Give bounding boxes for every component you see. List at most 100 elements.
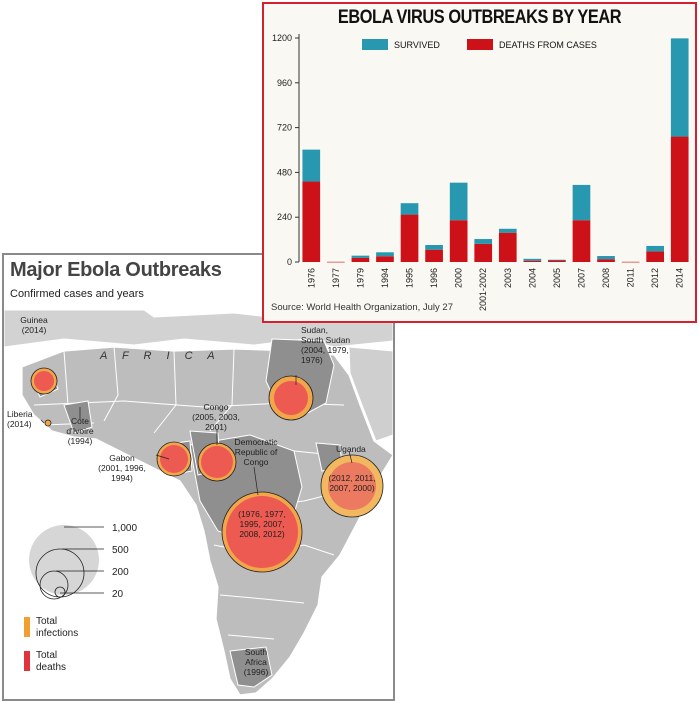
outbreak-label-congo: Congo	[203, 402, 228, 412]
y-tick-label: 480	[277, 167, 292, 177]
bar-deaths-2011	[621, 261, 640, 263]
x-tick-label: 2007	[576, 268, 586, 288]
x-tick-label: 2014	[675, 268, 685, 288]
outbreak-label-cote: (1994)	[68, 436, 93, 446]
size-legend-label: 500	[112, 545, 129, 556]
outbreak-label-drc-years: (1976, 1977,	[238, 509, 286, 519]
bar-deaths-1995	[400, 214, 419, 262]
outbreak-labels: Guinea(2014)Liberia(2014) Coted'Ivoire(19…	[7, 315, 376, 677]
outbreak-label-guinea: Guinea	[20, 315, 48, 325]
bar-chart: SURVIVED DEATHS FROM CASES 0 240 480 720 960 1…	[272, 33, 689, 311]
bar-survived-2014	[670, 38, 689, 137]
bar-deaths-1977	[327, 261, 345, 263]
outbreak-label-sudan: 1976)	[301, 355, 323, 365]
bars	[302, 38, 689, 263]
bar-survived-1994	[376, 252, 394, 257]
legend-label-survived: SURVIVED	[394, 40, 440, 50]
outbreak-label-cote: Cote	[71, 416, 89, 426]
outbreak-label-gabon: 1994)	[111, 473, 133, 483]
bar-survived-2003	[498, 228, 517, 233]
x-tick-label: 1996	[429, 268, 439, 288]
outbreak-label-liberia: Liberia	[7, 409, 33, 419]
bar-deaths-2012	[646, 251, 664, 262]
bubble-gabon	[156, 441, 192, 477]
outbreak-label-uganda-years: (2012, 2011,	[328, 473, 375, 483]
x-tick-label: 1994	[380, 268, 390, 288]
outbreak-label-gabon: Gabon	[109, 453, 135, 463]
y-tick-label: 720	[277, 123, 292, 133]
bar-survived-2000	[449, 182, 468, 221]
bar-survived-2008	[597, 256, 615, 260]
bar-deaths-2008	[597, 259, 615, 262]
y-axis: 0 240 480 720 960 1200	[272, 33, 300, 267]
x-tick-label: 2004	[527, 268, 537, 288]
bar-deaths-2014	[670, 136, 689, 262]
legend-label: infections	[36, 628, 78, 639]
x-tick-label: 1995	[405, 268, 415, 288]
map-panel: A F R I C A Guinea (2014) Liberia (2014) Cot…	[2, 253, 395, 701]
legend-swatch-infections	[24, 617, 30, 637]
outbreak-label-sudan: Sudan,	[301, 325, 328, 335]
y-tick-label: 240	[277, 212, 292, 222]
chart-title: EBOLA VIRUS OUTBREAKS BY YEAR	[337, 7, 622, 28]
map-subtitle: Confirmed cases and years	[10, 288, 144, 300]
bar-deaths-2000	[449, 220, 468, 262]
outbreak-label-drc-years: 2008, 2012)	[239, 529, 285, 539]
bubble-guinea	[30, 367, 58, 395]
legend-swatch-survived	[362, 39, 388, 50]
bar-survived-1995	[400, 203, 419, 215]
bar-survived-1996	[425, 245, 443, 250]
outbreak-label-liberia: (2014)	[7, 419, 32, 429]
outbreak-label-cote: d'Ivoire	[66, 426, 93, 436]
legend-label-deaths: DEATHS FROM CASES	[499, 40, 597, 50]
x-tick-label: 1979	[355, 268, 365, 288]
chart-panel: SURVIVED DEATHS FROM CASES 0 240 480 720 960 1…	[262, 2, 697, 323]
bar-survived-2012	[646, 245, 664, 252]
map-title: Major Ebola Outbreaks	[10, 259, 222, 281]
bar-survived-2001-2002	[474, 239, 493, 244]
outbreak-label-drc: Democratic	[235, 437, 279, 447]
outbreak-label-drc: Republic of	[235, 447, 278, 457]
size-legend-label: 200	[112, 567, 129, 578]
size-legend-label: 1,000	[112, 523, 137, 534]
x-tick-label: 2000	[454, 268, 464, 288]
legend-label: deaths	[36, 662, 66, 673]
outbreak-label-guinea: (2014)	[22, 325, 47, 335]
y-tick-label: 0	[287, 257, 292, 267]
y-tick-label: 1200	[272, 33, 292, 43]
x-axis-labels: 1976 1977 1979 1994 1995 1996 2000 2001-2002 200…	[306, 268, 684, 311]
x-tick-label: 2012	[650, 268, 660, 288]
legend-swatch-deaths	[467, 39, 493, 50]
africa-map: A F R I C A Guinea(2014)Liberia(2014) Cot…	[4, 309, 393, 699]
outbreak-label-south-africa: South	[245, 647, 267, 657]
bubble-drc	[221, 491, 303, 573]
bar-survived-1976	[302, 149, 321, 182]
bar-deaths-1996	[425, 249, 443, 262]
outbreak-label-congo: 2001)	[205, 422, 227, 432]
bar-deaths-2001-2002	[474, 243, 493, 262]
legend-swatch-deaths	[24, 651, 30, 671]
x-tick-label: 2005	[552, 268, 562, 288]
bar-survived-1979	[351, 255, 370, 258]
bar-deaths-2004	[523, 260, 542, 262]
bar-deaths-1979	[351, 257, 370, 262]
bar-deaths-2007	[572, 220, 591, 262]
y-tick-label: 960	[277, 78, 292, 88]
x-tick-label: 1976	[306, 268, 316, 288]
bar-deaths-1994	[376, 256, 394, 262]
bubble-congo	[197, 442, 237, 482]
outbreak-label-south-africa: Africa	[245, 657, 267, 667]
x-tick-label: 1977	[331, 268, 341, 288]
bar-deaths-1976	[302, 181, 321, 262]
outbreak-label-sudan: South Sudan	[301, 335, 350, 345]
legend-label: Total	[36, 650, 57, 661]
color-legend: Total infections Total deaths	[24, 616, 78, 673]
size-legend-label: 20	[112, 589, 124, 600]
x-tick-label: 2011	[626, 268, 636, 287]
outbreak-label-congo: (2005, 2003,	[192, 412, 240, 422]
outbreak-label-sudan: (2004, 1979,	[301, 345, 349, 355]
legend-label: Total	[36, 616, 57, 627]
africa-label: A F R I C A	[99, 350, 221, 362]
chart-legend: SURVIVED DEATHS FROM CASES	[362, 39, 597, 50]
x-tick-label: 2008	[601, 268, 611, 288]
